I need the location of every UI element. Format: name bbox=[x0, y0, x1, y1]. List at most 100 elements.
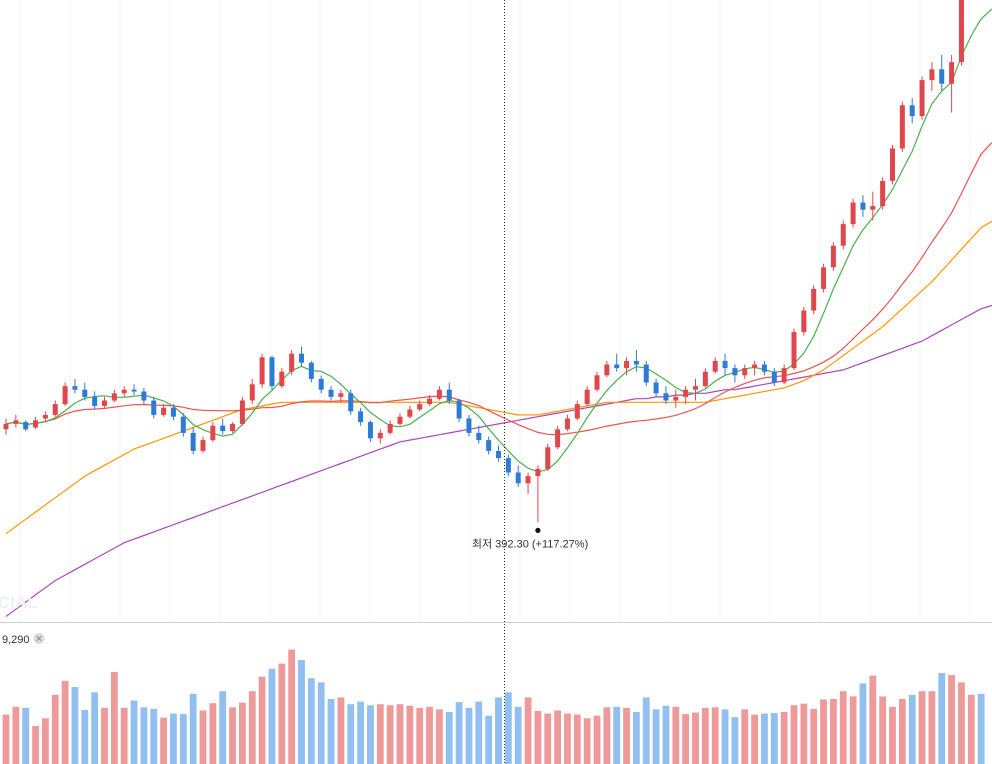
candle[interactable] bbox=[220, 418, 226, 435]
candle[interactable] bbox=[42, 411, 48, 423]
candle[interactable] bbox=[456, 398, 462, 423]
candle[interactable] bbox=[505, 454, 511, 477]
candle[interactable] bbox=[92, 391, 98, 410]
candle[interactable] bbox=[732, 364, 738, 383]
candle[interactable] bbox=[299, 346, 304, 367]
candle[interactable] bbox=[821, 263, 827, 293]
candle[interactable] bbox=[584, 386, 590, 406]
candle[interactable] bbox=[574, 400, 580, 421]
candle[interactable] bbox=[594, 371, 600, 392]
candle[interactable] bbox=[939, 54, 945, 91]
candle[interactable] bbox=[417, 400, 423, 412]
volume-bar bbox=[770, 713, 778, 764]
candle[interactable] bbox=[535, 465, 541, 523]
volume-label-close-icon[interactable] bbox=[33, 633, 45, 644]
candle[interactable] bbox=[13, 414, 19, 428]
candle[interactable] bbox=[929, 62, 935, 91]
candle[interactable] bbox=[614, 353, 620, 372]
candle[interactable] bbox=[811, 285, 817, 315]
candle[interactable] bbox=[239, 396, 245, 426]
candle[interactable] bbox=[318, 375, 324, 394]
candle[interactable] bbox=[230, 422, 236, 433]
candle[interactable] bbox=[663, 386, 669, 405]
candle[interactable] bbox=[555, 425, 561, 450]
candle[interactable] bbox=[761, 360, 767, 376]
candle[interactable] bbox=[23, 420, 29, 432]
candle[interactable] bbox=[850, 198, 856, 228]
candle[interactable] bbox=[673, 389, 679, 408]
candle[interactable] bbox=[958, 0, 964, 66]
candle[interactable] bbox=[358, 407, 364, 426]
candle[interactable] bbox=[486, 436, 492, 455]
candle[interactable] bbox=[367, 420, 373, 442]
candle[interactable] bbox=[249, 378, 255, 405]
candle[interactable] bbox=[259, 353, 265, 388]
candle[interactable] bbox=[161, 404, 167, 417]
candle[interactable] bbox=[427, 395, 433, 406]
candle[interactable] bbox=[151, 396, 157, 419]
candle[interactable] bbox=[791, 328, 797, 370]
candle[interactable] bbox=[880, 177, 886, 210]
candle[interactable] bbox=[683, 386, 689, 405]
candle[interactable] bbox=[121, 386, 127, 397]
candle[interactable] bbox=[387, 420, 393, 435]
candle[interactable] bbox=[742, 364, 748, 379]
candle[interactable] bbox=[328, 386, 334, 401]
candle[interactable] bbox=[771, 368, 777, 387]
candle[interactable] bbox=[702, 368, 708, 388]
candle[interactable] bbox=[82, 382, 88, 401]
candle[interactable] bbox=[722, 353, 728, 376]
candle[interactable] bbox=[496, 445, 501, 462]
candle[interactable] bbox=[476, 425, 482, 444]
candle[interactable] bbox=[289, 350, 295, 376]
candle[interactable] bbox=[3, 418, 9, 435]
candle[interactable] bbox=[653, 378, 659, 397]
candle[interactable] bbox=[180, 413, 186, 437]
candle[interactable] bbox=[890, 144, 895, 185]
candle[interactable] bbox=[170, 404, 176, 421]
candle[interactable] bbox=[348, 389, 354, 415]
candle[interactable] bbox=[525, 472, 531, 495]
candle[interactable] bbox=[102, 396, 107, 408]
candle[interactable] bbox=[949, 54, 955, 113]
candle[interactable] bbox=[624, 357, 630, 376]
candle[interactable] bbox=[190, 427, 196, 455]
candle[interactable] bbox=[141, 387, 147, 405]
candle[interactable] bbox=[407, 405, 413, 419]
candle[interactable] bbox=[33, 416, 39, 430]
candle[interactable] bbox=[466, 414, 472, 437]
candle[interactable] bbox=[338, 389, 344, 403]
candle[interactable] bbox=[545, 443, 551, 471]
candle[interactable] bbox=[870, 191, 876, 221]
candle[interactable] bbox=[860, 195, 866, 217]
candle[interactable] bbox=[604, 360, 610, 378]
candle[interactable] bbox=[377, 429, 383, 444]
candle[interactable] bbox=[752, 360, 758, 376]
candle[interactable] bbox=[210, 422, 216, 442]
candle[interactable] bbox=[909, 98, 915, 124]
candle[interactable] bbox=[72, 378, 78, 394]
candle[interactable] bbox=[279, 368, 285, 388]
candle[interactable] bbox=[397, 413, 403, 426]
candle[interactable] bbox=[899, 101, 905, 153]
candle[interactable] bbox=[801, 306, 807, 336]
candle[interactable] bbox=[564, 414, 570, 432]
candle[interactable] bbox=[446, 382, 452, 405]
candle[interactable] bbox=[200, 436, 206, 453]
candle[interactable] bbox=[781, 364, 787, 385]
candle[interactable] bbox=[840, 220, 846, 250]
candle[interactable] bbox=[269, 355, 275, 390]
candle[interactable] bbox=[693, 378, 698, 401]
candle[interactable] bbox=[919, 76, 925, 120]
candle[interactable] bbox=[308, 360, 314, 383]
candle[interactable] bbox=[643, 360, 649, 387]
candle[interactable] bbox=[515, 465, 521, 487]
candle[interactable] bbox=[62, 382, 68, 406]
candle[interactable] bbox=[633, 350, 639, 372]
candle[interactable] bbox=[111, 389, 117, 403]
candle[interactable] bbox=[52, 400, 58, 417]
candle[interactable] bbox=[712, 357, 718, 374]
candle[interactable] bbox=[436, 386, 442, 401]
candle[interactable] bbox=[131, 384, 137, 396]
candle[interactable] bbox=[830, 242, 836, 271]
